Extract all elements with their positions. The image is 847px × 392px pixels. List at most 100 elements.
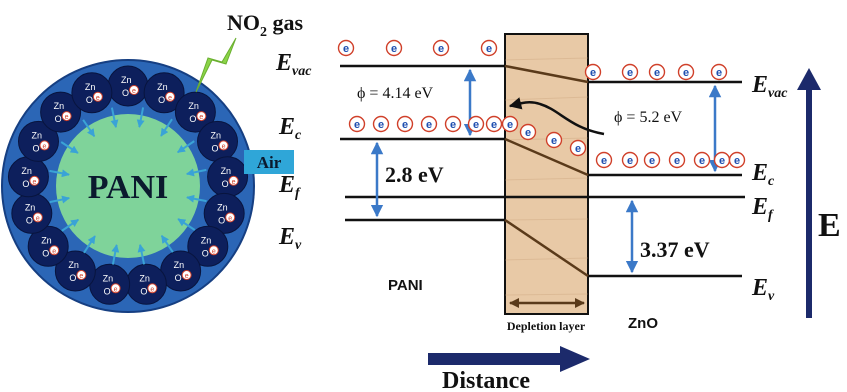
zno-grain: Zn O e	[197, 120, 239, 162]
svg-text:e: e	[734, 155, 740, 167]
svg-text:e: e	[79, 273, 83, 280]
electron-dot	[208, 245, 219, 256]
electron-dot	[32, 212, 43, 223]
svg-text:e: e	[52, 248, 56, 255]
o-label: O	[86, 95, 93, 105]
svg-text:e: e	[551, 135, 557, 147]
electron: e	[668, 151, 686, 169]
zno-grain: Zn O e	[187, 225, 229, 267]
zn-label: Zn	[31, 130, 42, 140]
svg-text:e: e	[507, 119, 513, 131]
gap-zno-label: 3.37 eV	[640, 237, 710, 262]
electron: e	[643, 151, 661, 169]
energy-axis-label: E	[818, 207, 841, 244]
zno-ec-label: Ec	[751, 160, 775, 189]
zno-grain: Zn O e	[17, 120, 59, 162]
o-label: O	[175, 273, 182, 283]
svg-text:e: e	[716, 67, 722, 79]
electron: e	[348, 115, 366, 133]
inward-arrow	[82, 119, 96, 137]
zno-grain: Zn O e	[207, 156, 249, 198]
electron-dot	[29, 175, 40, 186]
zno-ev-label: Ev	[751, 275, 775, 304]
svg-text:e: e	[649, 155, 655, 167]
electron-dot	[110, 283, 121, 294]
electron: e	[337, 39, 355, 57]
svg-text:e: e	[719, 155, 725, 167]
band-levels	[340, 64, 745, 278]
inward-arrow	[60, 141, 79, 154]
zno-level-labels: Evac Ec Ef Ev	[751, 72, 788, 304]
electron: e	[519, 123, 537, 141]
zn-label: Zn	[41, 235, 52, 245]
o-label: O	[158, 95, 165, 105]
o-label: O	[122, 88, 129, 98]
zno-grain: Zn O e	[7, 156, 49, 198]
electron-dot	[181, 270, 192, 281]
phi-pani-label: ϕ = 4.14 eV	[357, 85, 434, 102]
svg-text:e: e	[426, 119, 432, 131]
zno-grain: Zn O e	[27, 225, 69, 267]
electron: e	[621, 63, 639, 81]
zn-label: Zn	[188, 101, 199, 111]
zno-grain: Zn O e	[89, 263, 131, 305]
air-box: Air	[244, 150, 294, 174]
phi-zno-label: ϕ = 5.2 eV	[614, 109, 683, 126]
o-label: O	[189, 114, 196, 124]
zn-label: Zn	[21, 166, 32, 176]
o-label: O	[26, 215, 33, 225]
electron: e	[444, 115, 462, 133]
zn-label: Zn	[211, 130, 222, 140]
electron-dot	[196, 111, 207, 122]
svg-text:e: e	[699, 155, 705, 167]
svg-text:e: e	[438, 43, 444, 55]
zn-label: Zn	[54, 101, 65, 111]
gap-pani-label: 2.8 eV	[385, 162, 444, 187]
zn-label: Zn	[217, 202, 228, 212]
distance-label: Distance	[442, 368, 530, 392]
air-label: Air	[257, 153, 282, 172]
zn-label: Zn	[221, 166, 232, 176]
electron-dot	[76, 270, 87, 281]
svg-text:e: e	[212, 248, 216, 255]
pani-core-label: PANI	[88, 169, 169, 206]
zn-label: Zn	[174, 260, 185, 270]
no2-gas-label: NO2 gas	[227, 10, 304, 40]
zn-label: Zn	[68, 260, 79, 270]
svg-text:e: e	[185, 273, 189, 280]
energy-axis: E	[797, 68, 841, 318]
electron-dot	[165, 91, 176, 102]
svg-text:e: e	[343, 43, 349, 55]
electron: e	[621, 151, 639, 169]
inward-arrow	[49, 195, 71, 204]
pani-ec-label: Ec	[278, 114, 302, 143]
zno-ef-label: Ef	[751, 194, 774, 223]
inward-arrow	[137, 243, 146, 265]
svg-text:e: e	[199, 114, 203, 121]
electron: e	[485, 115, 503, 133]
electron: e	[545, 131, 563, 149]
zno-grain: Zn O e	[174, 91, 216, 133]
svg-text:e: e	[43, 143, 47, 150]
svg-text:e: e	[222, 143, 226, 150]
inward-arrow	[186, 194, 207, 203]
zno-grain: Zn O e	[107, 65, 149, 107]
o-label: O	[202, 248, 209, 258]
inward-arrow	[83, 235, 96, 254]
electron: e	[713, 151, 731, 169]
zn-label: Zn	[85, 82, 96, 92]
svg-text:e: e	[228, 215, 232, 222]
pani-core	[56, 114, 200, 258]
electron-transfer-arrow	[508, 97, 605, 136]
o-label: O	[42, 248, 49, 258]
electron-dot	[61, 111, 72, 122]
electron: e	[693, 151, 711, 169]
depletion-label: Depletion layer	[507, 319, 586, 333]
zno-side-label: ZnO	[628, 315, 658, 332]
zn-label: Zn	[157, 82, 168, 92]
electron: e	[728, 151, 746, 169]
svg-text:e: e	[232, 179, 236, 186]
o-label: O	[69, 273, 76, 283]
